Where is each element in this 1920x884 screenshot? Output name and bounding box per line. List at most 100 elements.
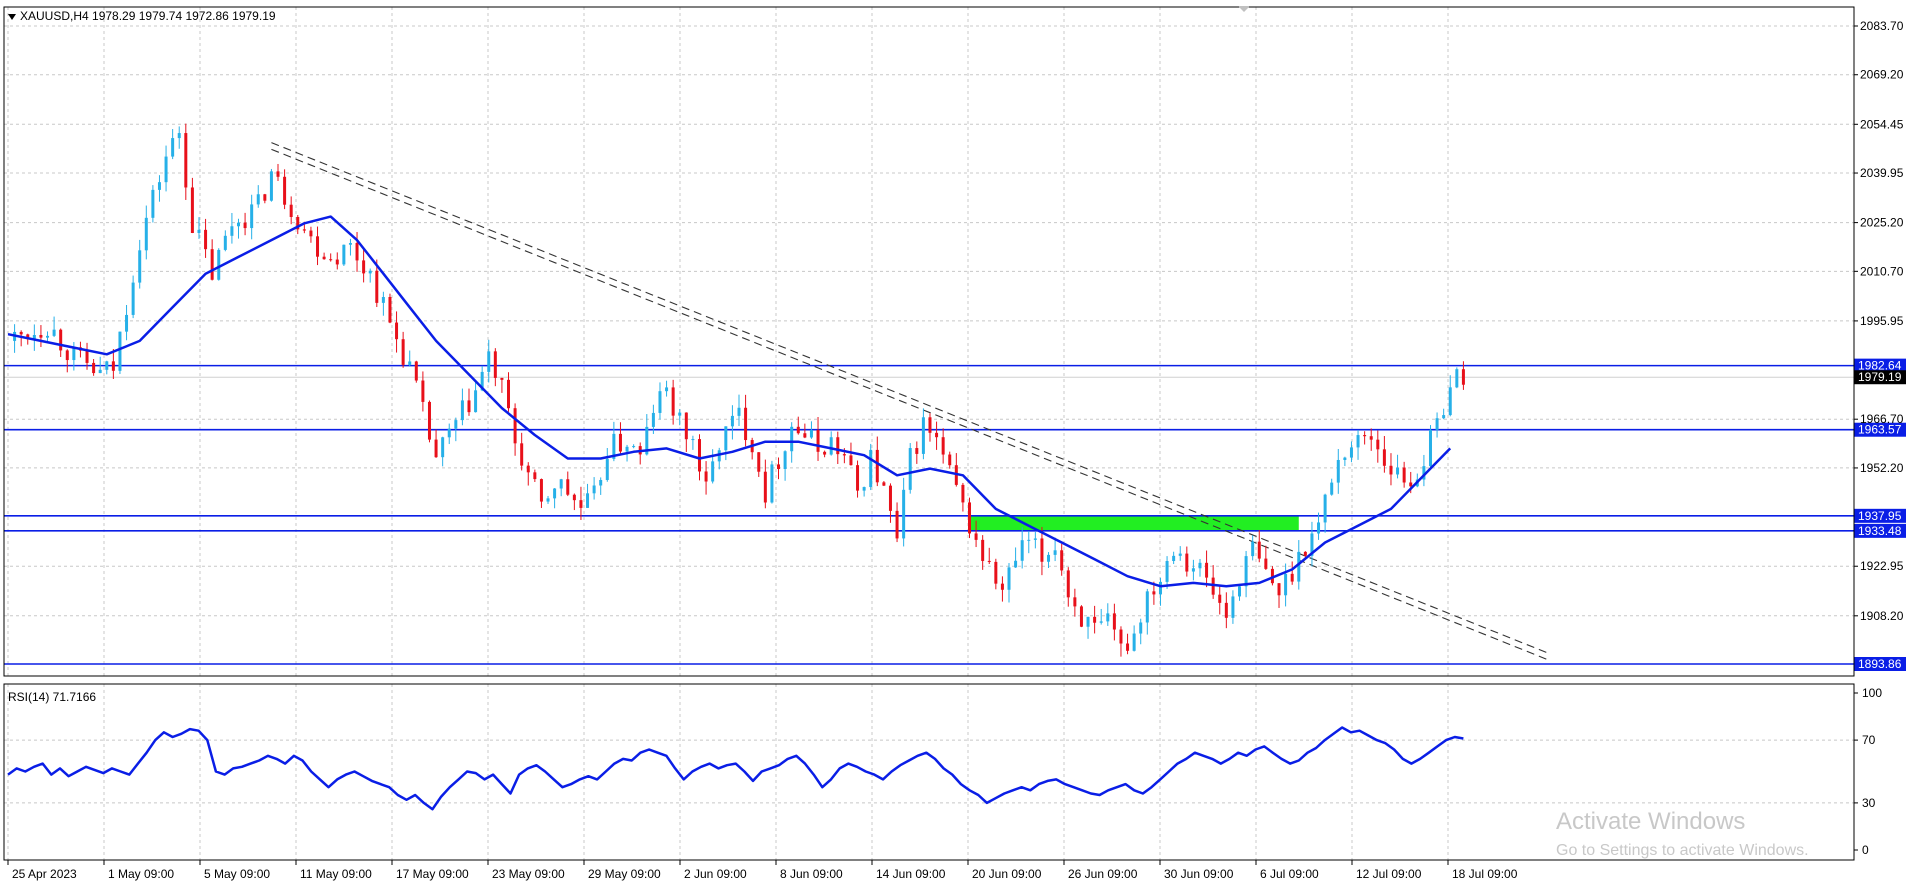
candle-body (65, 350, 69, 361)
grid-layer (4, 7, 1854, 860)
candle-body (1257, 541, 1261, 559)
candle-body (572, 494, 576, 501)
candle-body (197, 229, 201, 233)
price-tick-label: 2039.95 (1860, 166, 1904, 180)
candle-body (26, 334, 30, 340)
candle-body (612, 433, 616, 459)
candle-body (454, 420, 458, 429)
candle-body (1396, 467, 1400, 475)
candle-body (335, 259, 339, 265)
candle-body (1303, 551, 1307, 556)
supply-zone-box (969, 515, 1299, 531)
candle-body (1428, 429, 1432, 467)
candle-body (125, 314, 129, 332)
main-pane-frame (3, 6, 1855, 677)
candle-body (52, 329, 56, 336)
candle-body (1297, 551, 1301, 582)
candle-body (480, 371, 484, 391)
candle-body (520, 443, 524, 466)
price-tick-label: 2010.70 (1860, 264, 1904, 278)
candle-body (1112, 613, 1116, 630)
candle-body (895, 510, 899, 539)
candle-body (513, 408, 517, 444)
candle-body (717, 450, 721, 462)
time-tick-label: 6 Jul 09:00 (1260, 867, 1319, 881)
time-tick-label: 26 Jun 09:00 (1068, 867, 1138, 881)
trendline-layer (271, 142, 1550, 661)
candle-body (1448, 387, 1452, 416)
candle-body (592, 485, 596, 494)
level-price-tag-label: 1982.64 (1858, 359, 1902, 373)
candle-body (1376, 439, 1380, 450)
activate-windows-subtitle: Go to Settings to activate Windows. (1556, 842, 1809, 859)
candle-body (1172, 555, 1176, 561)
candle-body (665, 387, 669, 392)
candle-body (1106, 613, 1110, 622)
candle-body (882, 482, 886, 486)
candle-body (342, 244, 346, 265)
candle-body (645, 426, 649, 455)
candle-body (1323, 494, 1327, 523)
candle-body (869, 449, 873, 488)
candle-body (1165, 560, 1169, 582)
candle-body (994, 561, 998, 584)
symbol-label: XAUUSD,H4 (20, 9, 89, 23)
dropdown-triangle-icon[interactable] (8, 13, 16, 20)
candle-body (421, 380, 425, 402)
candle-body (559, 479, 563, 489)
candle-body (85, 350, 89, 363)
level-price-tag (1854, 657, 1906, 671)
candle-body (1047, 554, 1051, 562)
zone-layer (969, 515, 1299, 531)
candle-body (935, 432, 939, 438)
trendline (271, 148, 1550, 661)
candle-body (1126, 643, 1130, 651)
time-tick-label: 11 May 09:00 (300, 867, 372, 881)
candle-body (1145, 591, 1149, 623)
time-tick-label: 8 Jun 09:00 (780, 867, 843, 881)
candle-body (1093, 616, 1097, 623)
candle-body (757, 452, 761, 472)
candle-body (223, 235, 227, 250)
candle-body (507, 379, 511, 409)
candle-body (1277, 583, 1281, 596)
candle-body (322, 256, 326, 260)
candle-body (678, 412, 682, 416)
candle-body (1284, 573, 1288, 596)
candle-body (401, 339, 405, 365)
candle-body (1251, 541, 1255, 557)
time-tick-label: 2 Jun 09:00 (684, 867, 747, 881)
candle-body (474, 390, 478, 413)
candle-body (1079, 606, 1083, 627)
candle-body (111, 361, 115, 371)
level-price-tag (1854, 523, 1906, 538)
candle-body (493, 351, 497, 378)
candles-layer (13, 123, 1465, 657)
candle-body (829, 437, 833, 455)
candle-body (151, 189, 155, 218)
candle-body (1158, 581, 1162, 595)
candle-body (783, 451, 787, 469)
price-tick-label: 2083.70 (1860, 19, 1904, 33)
candle-body (605, 458, 609, 480)
time-tick-label: 23 May 09:00 (492, 867, 565, 881)
rsi-label: RSI(14) 71.7166 (8, 690, 97, 704)
candle-body (1060, 550, 1064, 571)
candle-body (1369, 436, 1373, 440)
time-axis: 25 Apr 2023 1 May 09:00 5 May 09:00 11 May … (7, 860, 1518, 881)
candle-body (625, 446, 629, 452)
candle-body (948, 454, 952, 466)
candle-body (1356, 435, 1360, 448)
candle-body (157, 182, 161, 190)
candle-body (1422, 466, 1426, 480)
candle-body (790, 426, 794, 452)
candle-body (928, 417, 932, 433)
candle-body (1224, 602, 1228, 618)
candle-body (467, 400, 471, 413)
candle-body (1191, 568, 1195, 572)
price-axis: 2083.70 2069.20 2054.45 2039.95 2025.20 2010.… (1854, 19, 1904, 857)
candle-body (849, 455, 853, 466)
candle-body (796, 426, 800, 434)
